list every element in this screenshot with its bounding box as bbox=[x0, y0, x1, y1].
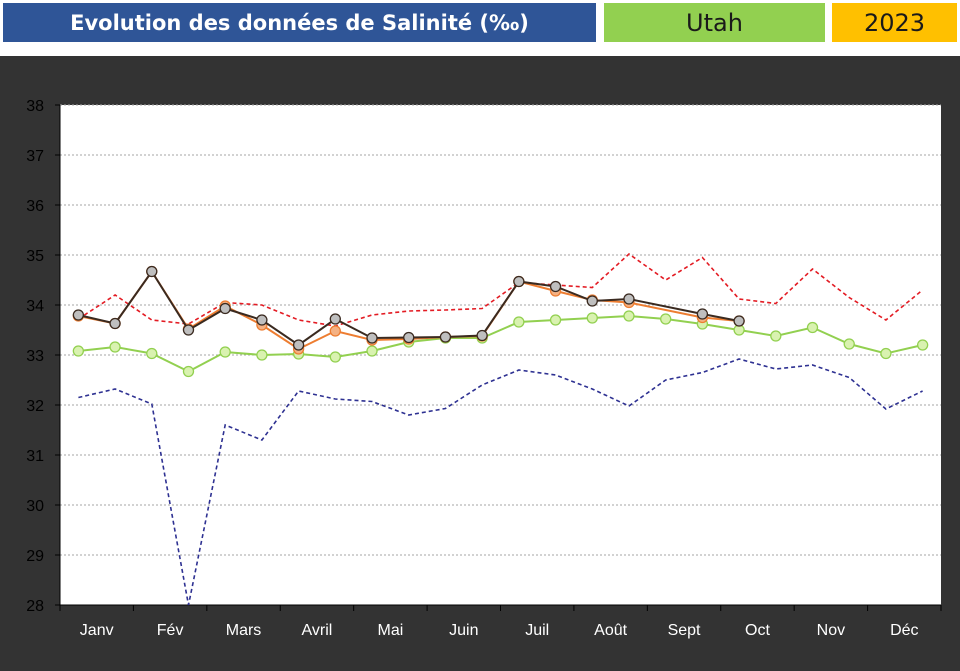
series-line bbox=[78, 314, 923, 373]
x-tick-label: Mars bbox=[226, 622, 262, 639]
data-point bbox=[586, 312, 598, 324]
data-point bbox=[696, 308, 709, 320]
data-point bbox=[219, 346, 231, 358]
y-tick-label: 38 bbox=[26, 98, 44, 115]
y-tick-label: 33 bbox=[26, 348, 44, 365]
x-tick-label: Oct bbox=[745, 622, 770, 639]
series-1 bbox=[77, 252, 924, 327]
x-tick-label: Juil bbox=[525, 622, 549, 639]
data-point bbox=[439, 331, 452, 343]
data-point bbox=[623, 293, 635, 305]
data-point bbox=[329, 325, 341, 337]
y-tick-label: 34 bbox=[26, 298, 44, 315]
chart-panel: 28 29 30 31 32 33 34 35 36 37 38 Janv Fév Mars Avril Ma… bbox=[0, 56, 960, 671]
x-tick-label: Fév bbox=[157, 622, 184, 639]
data-point bbox=[146, 265, 158, 278]
data-point bbox=[660, 313, 672, 325]
x-tick-label: Août bbox=[594, 622, 627, 639]
series-4 bbox=[72, 265, 745, 351]
data-point bbox=[256, 349, 268, 361]
data-point bbox=[366, 332, 378, 344]
x-tick-label: Juin bbox=[449, 622, 478, 639]
data-point bbox=[733, 315, 745, 327]
data-point bbox=[549, 280, 562, 293]
y-tick-label: 35 bbox=[26, 248, 44, 265]
data-point bbox=[403, 331, 415, 344]
x-tick-label: Déc bbox=[890, 622, 918, 639]
x-tick-label: Janv bbox=[80, 622, 114, 639]
y-tick-label: 28 bbox=[26, 598, 44, 615]
data-point bbox=[182, 324, 195, 336]
data-point bbox=[476, 329, 488, 342]
data-point bbox=[72, 345, 85, 357]
chart-title: Evolution des données de Salinité (‰) bbox=[3, 3, 596, 42]
data-point bbox=[219, 302, 231, 315]
data-point bbox=[770, 330, 782, 342]
data-point bbox=[843, 338, 855, 350]
data-point bbox=[806, 321, 819, 334]
x-tick-label: Nov bbox=[817, 622, 845, 639]
data-point bbox=[623, 310, 635, 322]
data-point bbox=[72, 309, 85, 321]
data-point bbox=[146, 347, 158, 360]
data-point bbox=[329, 351, 341, 363]
y-tick-label: 32 bbox=[26, 398, 44, 415]
site-label: Utah bbox=[604, 3, 825, 42]
year-label: 2023 bbox=[832, 3, 957, 42]
y-tick-label: 36 bbox=[26, 198, 44, 215]
grid-lines bbox=[60, 104, 941, 556]
data-point bbox=[329, 313, 341, 325]
data-point bbox=[182, 365, 195, 378]
data-point bbox=[916, 339, 929, 351]
data-point bbox=[256, 314, 268, 326]
series-0 bbox=[78, 358, 923, 606]
salinity-chart: 28 29 30 31 32 33 34 35 36 37 38 Janv Fév Mars Avril Ma… bbox=[26, 98, 942, 639]
x-tick-label: Sept bbox=[668, 622, 701, 639]
data-point bbox=[880, 347, 892, 360]
data-point bbox=[549, 314, 562, 326]
data-point bbox=[366, 345, 378, 357]
y-tick-label: 31 bbox=[26, 448, 44, 465]
data-point bbox=[292, 339, 305, 351]
x-tick-label: Avril bbox=[302, 622, 333, 639]
data-point bbox=[109, 317, 121, 330]
data-point bbox=[109, 341, 121, 353]
y-tick-label: 37 bbox=[26, 148, 44, 165]
series-line bbox=[78, 358, 923, 606]
y-tick-label: 30 bbox=[26, 498, 44, 515]
axes: 28 29 30 31 32 33 34 35 36 37 38 Janv Fév Mars Avril Ma… bbox=[26, 98, 942, 639]
data-point bbox=[513, 316, 525, 328]
y-tick-label: 29 bbox=[26, 548, 44, 565]
x-tick-label: Mai bbox=[377, 622, 403, 639]
series-line bbox=[78, 269, 740, 347]
data-point bbox=[586, 295, 598, 307]
series-line bbox=[77, 252, 924, 327]
series-group bbox=[72, 252, 929, 606]
data-point bbox=[513, 275, 525, 288]
